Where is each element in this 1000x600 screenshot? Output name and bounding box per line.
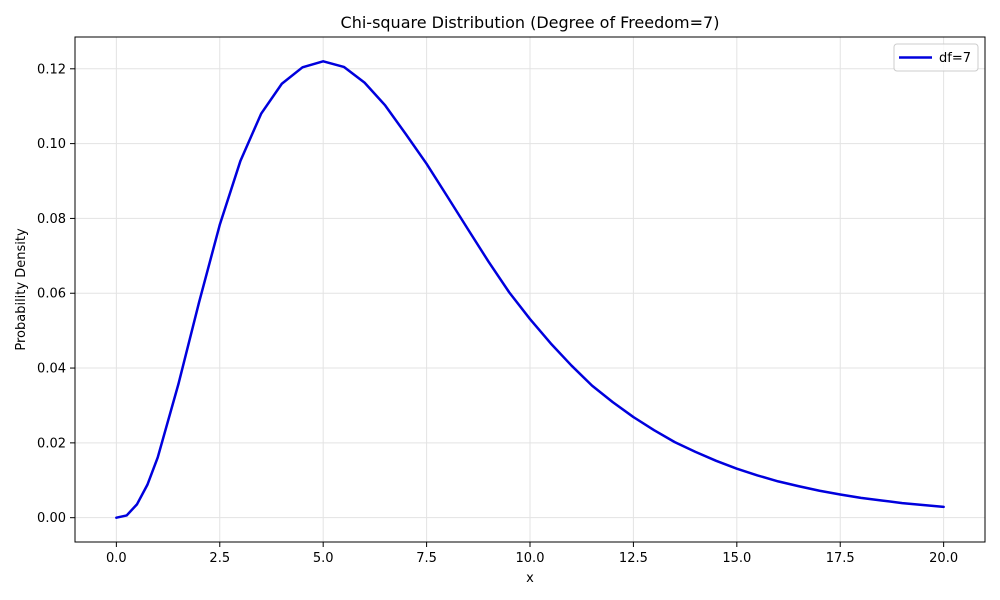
y-tick-label: 0.08: [37, 212, 66, 227]
grid: [75, 37, 985, 542]
y-tick-label: 0.12: [37, 62, 66, 77]
y-axis-label: Probability Density: [14, 228, 29, 351]
x-tick-label: 7.5: [416, 551, 437, 566]
x-tick-label: 2.5: [209, 551, 230, 566]
x-tick-label: 10.0: [516, 551, 545, 566]
x-tick-label: 20.0: [929, 551, 958, 566]
legend-label: df=7: [939, 51, 971, 66]
x-axis-label: x: [526, 571, 534, 586]
legend: df=7: [893, 43, 979, 72]
series-layer: [115, 60, 945, 519]
legend-box: [893, 43, 979, 72]
y-tick-label: 0.00: [37, 511, 66, 526]
x-tick-label: 12.5: [619, 551, 648, 566]
x-ticks: 0.0 2.5 5.0 7.5 10.0 12.5 15.0 17.5 20.0: [106, 542, 958, 566]
y-tick-label: 0.06: [37, 287, 66, 302]
y-tick-label: 0.04: [37, 362, 66, 377]
x-tick-label: 17.5: [826, 551, 855, 566]
x-tick-label: 0.0: [106, 551, 127, 566]
x-tick-label: 5.0: [313, 551, 334, 566]
y-tick-label: 0.02: [37, 436, 66, 451]
y-tick-label: 0.10: [37, 137, 66, 152]
x-tick-label: 15.0: [722, 551, 751, 566]
series-line: [115, 60, 945, 519]
y-ticks: 0.00 0.02 0.04 0.06 0.08 0.10 0.12: [37, 62, 75, 526]
chart-title: Chi-square Distribution (Degree of Freed…: [341, 13, 720, 32]
